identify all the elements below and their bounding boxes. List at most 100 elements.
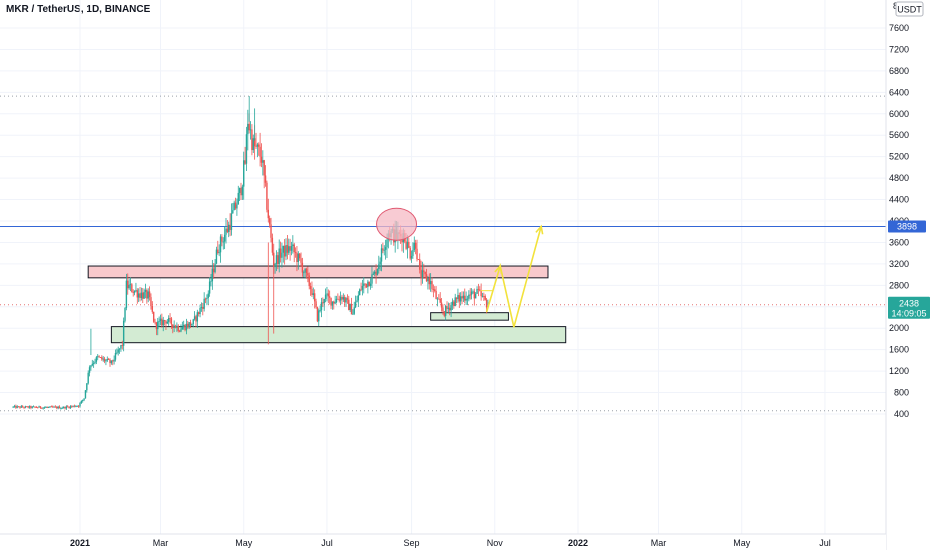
candle-body (31, 406, 33, 408)
candle-body (318, 310, 320, 322)
candle-body (303, 272, 305, 274)
candle-body (353, 307, 355, 314)
candle-body (223, 234, 226, 242)
candle-body (161, 318, 163, 326)
y-tick-label: 4800 (889, 173, 909, 183)
candle-body (27, 406, 29, 408)
candle-body (439, 298, 441, 303)
candle-body (438, 298, 440, 300)
candle-body (455, 297, 458, 299)
candle-body (215, 249, 218, 264)
candle-body (259, 146, 261, 157)
candle-body (474, 293, 477, 299)
candle-body (188, 322, 190, 328)
candle-body (383, 249, 385, 251)
y-tick-label: 5600 (889, 130, 909, 140)
candle-body (178, 330, 181, 332)
candle-body (146, 289, 148, 299)
candle-body (248, 123, 250, 131)
candle-body (57, 406, 59, 409)
candle-body (56, 406, 58, 409)
candle-body (28, 406, 31, 408)
candle-body (86, 383, 88, 391)
candle-body (326, 293, 328, 295)
candle-body (283, 245, 286, 257)
x-tick-label: Jul (321, 538, 333, 548)
highlight-circle[interactable] (376, 207, 418, 241)
candle-body (245, 134, 248, 164)
candle-body (170, 318, 173, 325)
candle-body (62, 406, 65, 408)
candle-body (375, 271, 377, 276)
candle-body (166, 321, 169, 324)
candle-body (425, 274, 428, 282)
candle-body (182, 324, 185, 328)
candle-body (206, 298, 208, 299)
candle-body (410, 255, 413, 259)
candle-body (294, 252, 297, 253)
candle-body (484, 296, 486, 300)
candle-body (313, 293, 316, 302)
currency-badge[interactable]: USDT (895, 1, 924, 17)
candle-body (384, 247, 387, 250)
candle-body (124, 307, 126, 321)
candle-body (189, 322, 192, 326)
candle-body (451, 301, 454, 306)
projection-path[interactable] (485, 226, 542, 328)
candle-body (43, 407, 46, 409)
candle-body (436, 298, 439, 300)
candle-body (323, 299, 325, 304)
candle-body (131, 284, 133, 293)
candle-body (427, 278, 429, 282)
currency-badge-box[interactable] (895, 1, 924, 17)
candle-body (270, 224, 272, 238)
x-tick-label: May (733, 538, 751, 548)
candle-body (342, 297, 345, 300)
candle-body (200, 307, 203, 309)
candle-body (199, 308, 201, 315)
x-tick-label: Nov (487, 538, 504, 548)
candle-body (324, 294, 327, 300)
candle-body (350, 304, 353, 315)
candle-body (367, 281, 369, 288)
candle-body (219, 236, 222, 253)
candle-body (129, 284, 132, 286)
candle-body (330, 297, 332, 306)
candle-body (483, 296, 485, 297)
candle-body (345, 298, 347, 303)
candle-body (311, 288, 313, 295)
candle-body (118, 348, 121, 350)
candle-body (296, 252, 298, 262)
candle-body (446, 306, 448, 309)
candle-body (24, 406, 27, 408)
candle-body (218, 252, 220, 254)
candle-body (155, 322, 158, 330)
candle-body (364, 283, 366, 285)
candle-body (424, 271, 426, 275)
y-tick-label: 3600 (889, 237, 909, 247)
candle-body (298, 253, 301, 259)
candle-body (341, 296, 343, 300)
zones (87, 265, 567, 344)
candle-body (232, 210, 234, 214)
candle-body (431, 281, 433, 290)
candle-body (60, 408, 62, 409)
candle-body (406, 241, 409, 249)
y-tick-label: 1200 (889, 366, 909, 376)
candle-body (207, 293, 209, 299)
support-zone[interactable] (430, 312, 509, 321)
candle-body (144, 289, 147, 292)
candle-body (349, 304, 351, 311)
candle-body (297, 253, 300, 262)
resistance-zone[interactable] (87, 265, 549, 279)
candle-body (133, 290, 136, 293)
support-zone[interactable] (110, 326, 567, 344)
candle-body (195, 316, 197, 322)
candle-body (169, 318, 171, 319)
candle-body (485, 299, 488, 308)
candle-body (73, 405, 76, 407)
candle-body (363, 283, 365, 286)
y-tick-label: 6800 (889, 66, 909, 76)
candle-body (228, 224, 230, 232)
